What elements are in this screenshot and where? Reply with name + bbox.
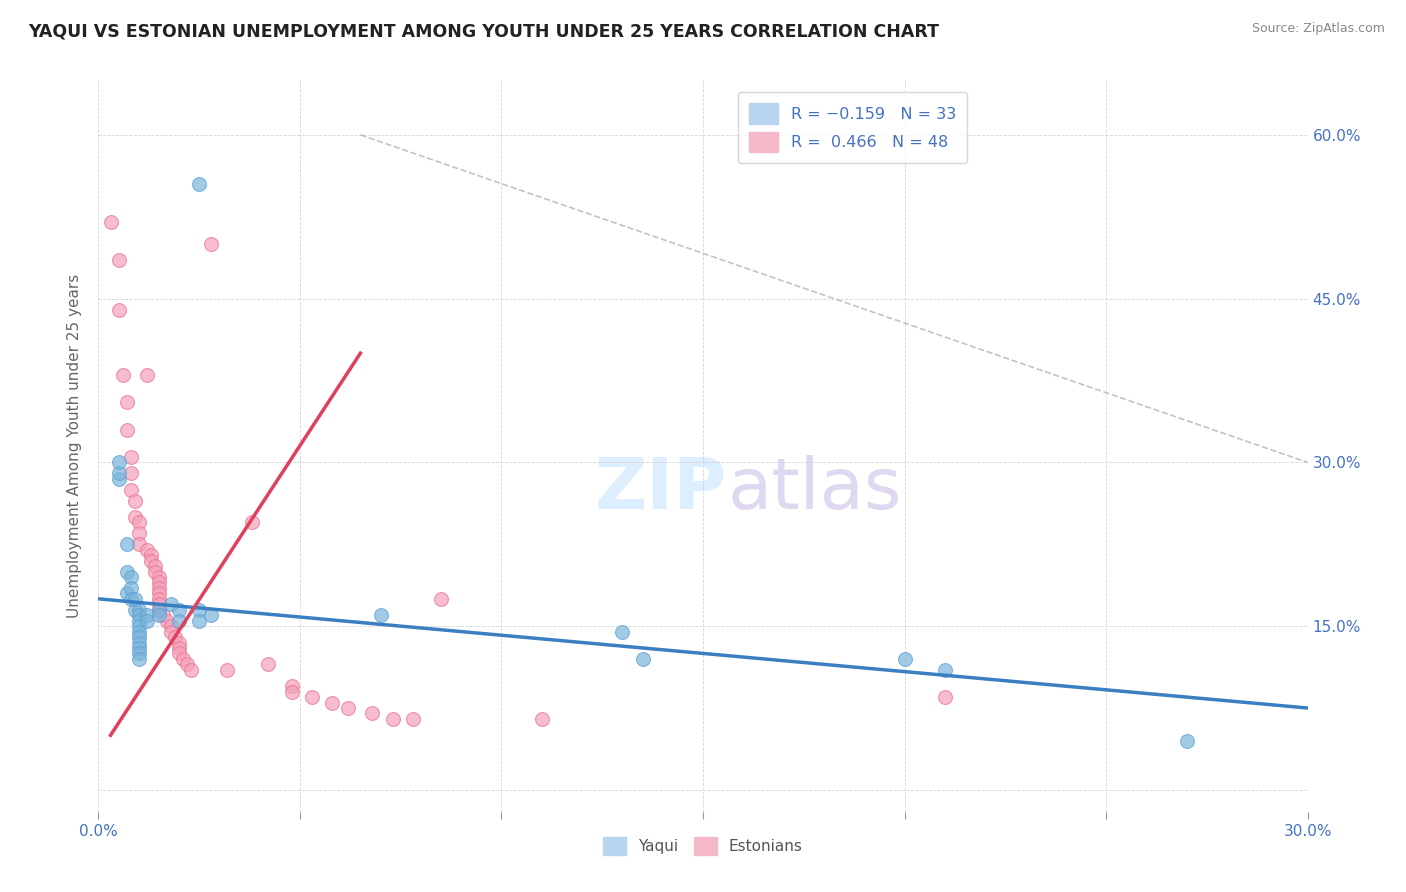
- Point: [139, 554, 162, 568]
- Text: atlas: atlas: [727, 456, 901, 524]
- Point: [111, 368, 134, 382]
- Point: [148, 591, 170, 606]
- Point: [301, 690, 323, 704]
- Text: YAQUI VS ESTONIAN UNEMPLOYMENT AMONG YOUTH UNDER 25 YEARS CORRELATION CHART: YAQUI VS ESTONIAN UNEMPLOYMENT AMONG YOU…: [28, 22, 939, 40]
- Point: [100, 215, 122, 229]
- Point: [120, 483, 142, 497]
- Point: [176, 657, 198, 672]
- Point: [934, 663, 956, 677]
- Point: [167, 647, 190, 661]
- Point: [143, 565, 166, 579]
- Point: [631, 652, 654, 666]
- Point: [361, 706, 384, 721]
- Point: [167, 603, 190, 617]
- Point: [139, 548, 162, 562]
- Point: [200, 608, 222, 623]
- Point: [128, 647, 150, 661]
- Point: [107, 467, 129, 481]
- Point: [124, 493, 146, 508]
- Point: [172, 652, 194, 666]
- Point: [893, 652, 915, 666]
- Point: [115, 423, 138, 437]
- Point: [281, 684, 304, 698]
- Point: [160, 619, 183, 633]
- Point: [321, 696, 343, 710]
- Point: [430, 591, 453, 606]
- Point: [188, 614, 211, 628]
- Point: [143, 559, 166, 574]
- Point: [148, 603, 170, 617]
- Point: [188, 603, 211, 617]
- Text: Source: ZipAtlas.com: Source: ZipAtlas.com: [1251, 22, 1385, 36]
- Point: [107, 253, 129, 268]
- Legend: Yaqui, Estonians: Yaqui, Estonians: [596, 830, 810, 863]
- Point: [107, 472, 129, 486]
- Point: [124, 510, 146, 524]
- Point: [115, 565, 138, 579]
- Point: [240, 516, 263, 530]
- Point: [160, 597, 183, 611]
- Point: [128, 526, 150, 541]
- Point: [128, 635, 150, 649]
- Point: [337, 701, 360, 715]
- Point: [128, 630, 150, 644]
- Point: [128, 516, 150, 530]
- Point: [115, 586, 138, 600]
- Point: [148, 570, 170, 584]
- Point: [167, 614, 190, 628]
- Point: [128, 537, 150, 551]
- Point: [188, 177, 211, 191]
- Point: [128, 619, 150, 633]
- Point: [163, 630, 186, 644]
- Point: [135, 368, 157, 382]
- Point: [934, 690, 956, 704]
- Point: [256, 657, 278, 672]
- Point: [167, 635, 190, 649]
- Point: [217, 663, 239, 677]
- Point: [135, 542, 157, 557]
- Y-axis label: Unemployment Among Youth under 25 years: Unemployment Among Youth under 25 years: [67, 274, 83, 618]
- Point: [148, 597, 170, 611]
- Point: [156, 614, 179, 628]
- Point: [120, 467, 142, 481]
- Point: [160, 624, 183, 639]
- Point: [148, 603, 170, 617]
- Point: [120, 591, 142, 606]
- Point: [107, 302, 129, 317]
- Point: [1175, 733, 1198, 747]
- Point: [148, 581, 170, 595]
- Point: [107, 455, 129, 469]
- Point: [530, 712, 553, 726]
- Point: [120, 570, 142, 584]
- Point: [128, 603, 150, 617]
- Point: [120, 450, 142, 464]
- Point: [402, 712, 425, 726]
- Text: ZIP: ZIP: [595, 456, 727, 524]
- Point: [612, 624, 634, 639]
- Point: [370, 608, 392, 623]
- Point: [180, 663, 202, 677]
- Point: [148, 608, 170, 623]
- Point: [128, 608, 150, 623]
- Point: [200, 237, 222, 252]
- Point: [381, 712, 404, 726]
- Point: [128, 652, 150, 666]
- Point: [148, 586, 170, 600]
- Point: [281, 679, 304, 693]
- Point: [152, 608, 174, 623]
- Point: [128, 640, 150, 655]
- Point: [128, 624, 150, 639]
- Point: [135, 608, 157, 623]
- Point: [124, 591, 146, 606]
- Point: [148, 575, 170, 590]
- Point: [124, 603, 146, 617]
- Point: [128, 614, 150, 628]
- Point: [115, 395, 138, 409]
- Point: [167, 640, 190, 655]
- Point: [120, 581, 142, 595]
- Point: [115, 537, 138, 551]
- Point: [135, 614, 157, 628]
